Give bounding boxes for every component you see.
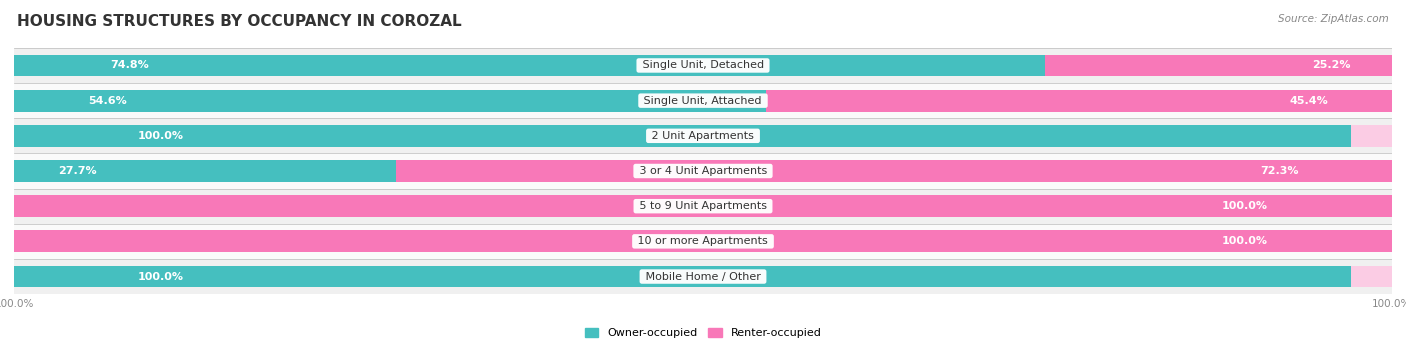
- Bar: [14, 195, 1392, 217]
- Bar: [14, 195, 55, 217]
- Text: Single Unit, Detached: Single Unit, Detached: [638, 61, 768, 70]
- Text: 54.6%: 54.6%: [89, 96, 127, 106]
- Text: 25.2%: 25.2%: [1312, 61, 1350, 70]
- Bar: [14, 266, 1392, 287]
- Bar: [1351, 125, 1392, 147]
- Text: 100.0%: 100.0%: [138, 272, 184, 281]
- Bar: [14, 259, 1392, 294]
- Text: 45.4%: 45.4%: [1289, 96, 1329, 106]
- Text: 72.3%: 72.3%: [1260, 166, 1299, 176]
- Text: 10 or more Apartments: 10 or more Apartments: [634, 236, 772, 246]
- Bar: [395, 160, 1392, 182]
- Bar: [1045, 55, 1392, 76]
- Bar: [14, 231, 55, 252]
- Bar: [14, 90, 766, 111]
- Text: Single Unit, Attached: Single Unit, Attached: [641, 96, 765, 106]
- Bar: [14, 231, 1392, 252]
- Bar: [766, 90, 1392, 111]
- Bar: [1351, 266, 1392, 287]
- Bar: [14, 188, 1392, 224]
- Text: 27.7%: 27.7%: [59, 166, 97, 176]
- Text: 2 Unit Apartments: 2 Unit Apartments: [648, 131, 758, 141]
- Text: Mobile Home / Other: Mobile Home / Other: [641, 272, 765, 281]
- Text: 100.0%: 100.0%: [1222, 236, 1268, 246]
- Text: 100.0%: 100.0%: [1222, 201, 1268, 211]
- Bar: [14, 125, 1392, 147]
- Text: HOUSING STRUCTURES BY OCCUPANCY IN COROZAL: HOUSING STRUCTURES BY OCCUPANCY IN COROZ…: [17, 14, 461, 29]
- Bar: [14, 48, 1392, 83]
- Bar: [14, 160, 395, 182]
- Bar: [14, 118, 1392, 154]
- Text: 74.8%: 74.8%: [110, 61, 149, 70]
- Bar: [14, 55, 1045, 76]
- Text: 100.0%: 100.0%: [138, 131, 184, 141]
- Bar: [14, 83, 1392, 118]
- Bar: [14, 154, 1392, 188]
- Text: 3 or 4 Unit Apartments: 3 or 4 Unit Apartments: [636, 166, 770, 176]
- Bar: [14, 224, 1392, 259]
- Text: Source: ZipAtlas.com: Source: ZipAtlas.com: [1278, 14, 1389, 24]
- Text: 5 to 9 Unit Apartments: 5 to 9 Unit Apartments: [636, 201, 770, 211]
- Legend: Owner-occupied, Renter-occupied: Owner-occupied, Renter-occupied: [581, 324, 825, 342]
